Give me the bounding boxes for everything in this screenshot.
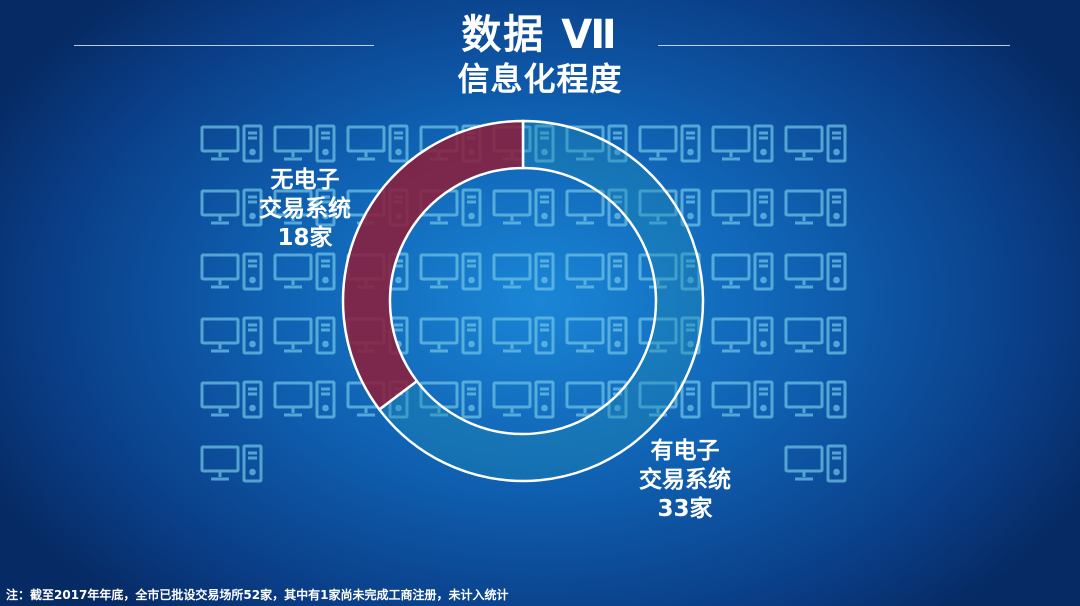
- slice-label-line: 交易系统: [639, 467, 731, 493]
- desktop-computer-icon: [638, 124, 701, 163]
- desktop-computer-icon: [200, 188, 263, 227]
- desktop-computer-icon: [711, 124, 774, 163]
- desktop-computer-icon: [784, 316, 847, 355]
- slice-label-line: 无电子: [270, 167, 340, 193]
- desktop-computer-icon: [200, 444, 263, 483]
- slice-label-without-system: 无电子 交易系统 18家: [240, 166, 370, 253]
- desktop-computer-icon: [492, 188, 555, 227]
- desktop-computer-icon: [565, 252, 628, 291]
- slice-label-line: 33家: [657, 496, 713, 522]
- desktop-computer-icon: [492, 380, 555, 419]
- desktop-computer-icon: [419, 252, 482, 291]
- desktop-computer-icon: [711, 252, 774, 291]
- desktop-computer-icon: [784, 252, 847, 291]
- donut-slice-with-system: [377, 119, 705, 483]
- desktop-computer-icon: [273, 188, 336, 227]
- page-title: 数据 Ⅶ: [461, 12, 619, 58]
- desktop-computer-icon: [419, 380, 482, 419]
- desktop-computer-icon: [638, 188, 701, 227]
- slice-label-line: 18家: [277, 225, 333, 251]
- desktop-computer-icon: [200, 316, 263, 355]
- desktop-computer-icon: [784, 380, 847, 419]
- desktop-computer-icon: [565, 380, 628, 419]
- title-rule-left: [74, 45, 374, 46]
- slice-label-line: 有电子: [650, 438, 720, 464]
- desktop-computer-icon: [638, 380, 701, 419]
- desktop-computer-icon: [711, 316, 774, 355]
- desktop-computer-icon: [273, 380, 336, 419]
- footnote: 注：截至2017年年底，全市已批设交易场所52家，其中有1家尚未完成工商注册，未…: [6, 588, 509, 602]
- desktop-computer-icon: [711, 188, 774, 227]
- desktop-computer-icon: [638, 252, 701, 291]
- desktop-computer-icon: [784, 188, 847, 227]
- title-rule-right: [658, 45, 1010, 46]
- desktop-computer-icon: [200, 380, 263, 419]
- desktop-computer-icon: [784, 124, 847, 163]
- desktop-computer-icon: [200, 252, 263, 291]
- slice-label-with-system: 有电子 交易系统 33家: [620, 437, 750, 524]
- desktop-computer-icon: [273, 124, 336, 163]
- donut-slice-without-system: [341, 119, 525, 412]
- desktop-computer-icon: [711, 380, 774, 419]
- desktop-computer-icon: [565, 316, 628, 355]
- page-subtitle: 信息化程度: [457, 60, 623, 98]
- desktop-computer-icon: [419, 316, 482, 355]
- desktop-computer-icon: [492, 316, 555, 355]
- desktop-computer-icon: [638, 316, 701, 355]
- desktop-computer-icon: [273, 316, 336, 355]
- desktop-computer-icon: [565, 188, 628, 227]
- desktop-computer-icon: [784, 444, 847, 483]
- desktop-computer-icon: [273, 252, 336, 291]
- desktop-computer-icon: [200, 124, 263, 163]
- slice-label-line: 交易系统: [259, 196, 351, 222]
- desktop-computer-icon: [346, 124, 409, 163]
- desktop-computer-icon: [492, 252, 555, 291]
